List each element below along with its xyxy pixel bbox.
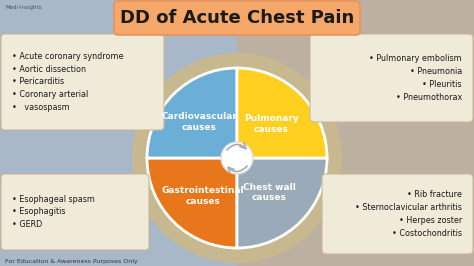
Text: Pulmonary
causes: Pulmonary causes: [244, 114, 299, 134]
FancyBboxPatch shape: [0, 0, 237, 266]
Text: • Pulmonary embolism
• Pneumonia
• Pleuritis
• Pneumothorax: • Pulmonary embolism • Pneumonia • Pleur…: [369, 54, 462, 102]
Wedge shape: [237, 158, 327, 248]
Text: Cardiovascular
causes: Cardiovascular causes: [161, 112, 237, 132]
Text: DD of Acute Chest Pain: DD of Acute Chest Pain: [120, 9, 354, 27]
Text: For Education & Awareness Purposes Only: For Education & Awareness Purposes Only: [5, 259, 138, 264]
Wedge shape: [147, 158, 237, 248]
Wedge shape: [147, 68, 237, 158]
Text: • Rib fracture
• Sternoclavicular arthritis
• Herpes zoster
• Costochondritis: • Rib fracture • Sternoclavicular arthri…: [355, 190, 462, 238]
Circle shape: [221, 142, 253, 174]
Wedge shape: [237, 68, 327, 158]
FancyBboxPatch shape: [1, 34, 164, 130]
Text: Gastrointestinal
causes: Gastrointestinal causes: [162, 186, 244, 206]
FancyBboxPatch shape: [322, 174, 473, 254]
Ellipse shape: [132, 53, 342, 263]
FancyBboxPatch shape: [1, 174, 149, 250]
Text: • Acute coronary syndrome
• Aortic dissection
• Pericarditis
• Coronary arterial: • Acute coronary syndrome • Aortic disse…: [12, 52, 124, 112]
FancyBboxPatch shape: [114, 1, 360, 35]
Text: Chest wall
causes: Chest wall causes: [243, 182, 296, 202]
FancyBboxPatch shape: [310, 34, 473, 122]
FancyBboxPatch shape: [237, 0, 474, 266]
Text: • Esophageal spasm
• Esophagitis
• GERD: • Esophageal spasm • Esophagitis • GERD: [12, 195, 95, 229]
Text: Medi-Insights: Medi-Insights: [5, 6, 42, 10]
